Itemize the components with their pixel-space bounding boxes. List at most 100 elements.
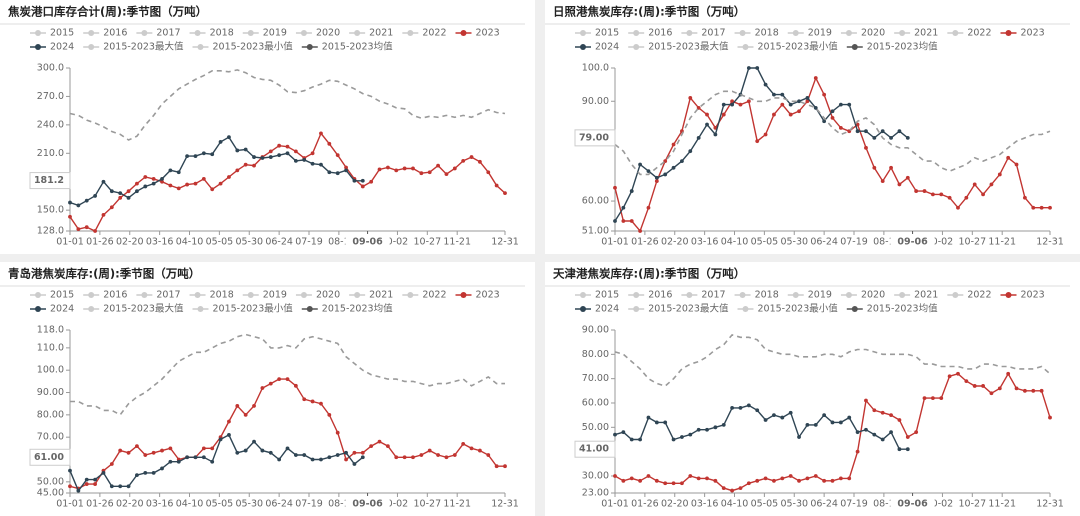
legend-label: 2015-2023最大值 [648,303,729,315]
legend-dot [407,30,414,36]
x-tick-label: 12-31 [491,237,519,248]
data-point [268,450,273,455]
y-tick-label: 51.00 [582,226,609,237]
data-point [118,191,123,195]
data-point [989,182,994,187]
data-point [68,468,72,473]
data-point [335,171,340,176]
data-point [629,189,634,193]
data-point [93,477,97,482]
data-point [394,168,399,173]
legend-dot [300,292,307,298]
data-point [293,149,298,154]
data-point [680,481,684,486]
data-point [385,165,390,170]
data-point [411,166,415,171]
legend-item: 2023 [1000,28,1045,39]
data-point [855,449,860,454]
data-point [277,143,282,148]
data-point [889,430,893,435]
legend-label: 2024 [595,304,619,315]
legend-dot [1005,30,1012,36]
data-point [746,66,751,70]
data-point [160,466,164,471]
legend-dot [354,292,361,298]
data-point [210,459,215,464]
data-point [118,448,123,453]
data-point [721,112,726,117]
x-tick-label: 04-10 [176,499,204,510]
pointer-y-label: 41.00 [579,444,609,455]
data-point [402,455,407,460]
data-point [838,476,843,481]
data-point [763,82,768,87]
data-point [671,437,676,442]
data-point [135,444,139,449]
data-point [227,175,231,179]
legend-dot [633,30,640,36]
data-point [461,441,466,446]
data-point [613,219,617,223]
data-point [260,156,265,160]
legend-dot [306,306,313,312]
data-point [688,432,693,437]
x-tick-label: 01-26 [86,499,114,510]
legend-dot [792,292,799,298]
y-tick-label: 70.00 [37,432,64,443]
x-tick-label: 12-31 [1036,237,1064,248]
y-tick-label: 150.0 [37,205,64,216]
data-point [227,135,231,140]
data-point [419,171,424,176]
data-point [838,125,843,130]
legend-dot [35,292,41,298]
legend-dot [739,30,746,36]
x-tick-label: 06-24 [265,237,293,248]
chart-title: 焦炭港口库存合计(周):季节图（万吨） [7,5,207,19]
data-point [310,457,315,462]
data-point [680,159,684,164]
panel-background [545,0,1080,254]
data-point [755,66,760,70]
legend-item: 2019 [787,28,832,39]
legend-item: 2015 [575,28,619,39]
data-point [135,181,139,186]
legend-item: 2015-2023最大值 [628,303,729,315]
legend-label: 2020 [861,28,885,39]
data-point [193,154,198,159]
data-point [1014,162,1019,167]
y-tick-label: 90.00 [37,387,64,398]
data-point [344,450,348,455]
data-point [310,399,315,404]
data-point [243,448,248,453]
data-point [427,170,432,175]
data-point [897,182,902,187]
data-point [494,183,499,188]
data-point [452,453,457,457]
y-tick-label: 45.00 [37,488,64,499]
data-point [84,477,89,482]
chart-title: 天津港焦炭库存:(周):季节图（万吨） [553,267,745,281]
data-point [713,132,718,137]
data-point [84,198,89,203]
legend-dot [1005,292,1012,298]
data-point [696,427,701,432]
data-point [285,446,290,451]
data-point [696,135,701,140]
data-point [452,166,457,171]
data-point [646,415,651,420]
chart-panel: 青岛港焦炭库存:(周):季节图（万吨） 2015 2016 2017 2018 2019 2… [0,262,535,516]
data-point [101,212,106,217]
data-point [411,455,415,460]
data-point [939,192,944,197]
data-point [654,175,659,180]
data-point [1006,371,1011,376]
data-point [813,422,818,427]
series-line [614,333,1051,387]
data-point [629,219,634,223]
data-point [101,471,106,475]
data-point [763,418,768,422]
legend-item: 2015 [30,290,74,301]
data-point [629,476,634,481]
legend-label: 2015-2023最小值 [757,41,838,53]
data-point [947,195,952,200]
